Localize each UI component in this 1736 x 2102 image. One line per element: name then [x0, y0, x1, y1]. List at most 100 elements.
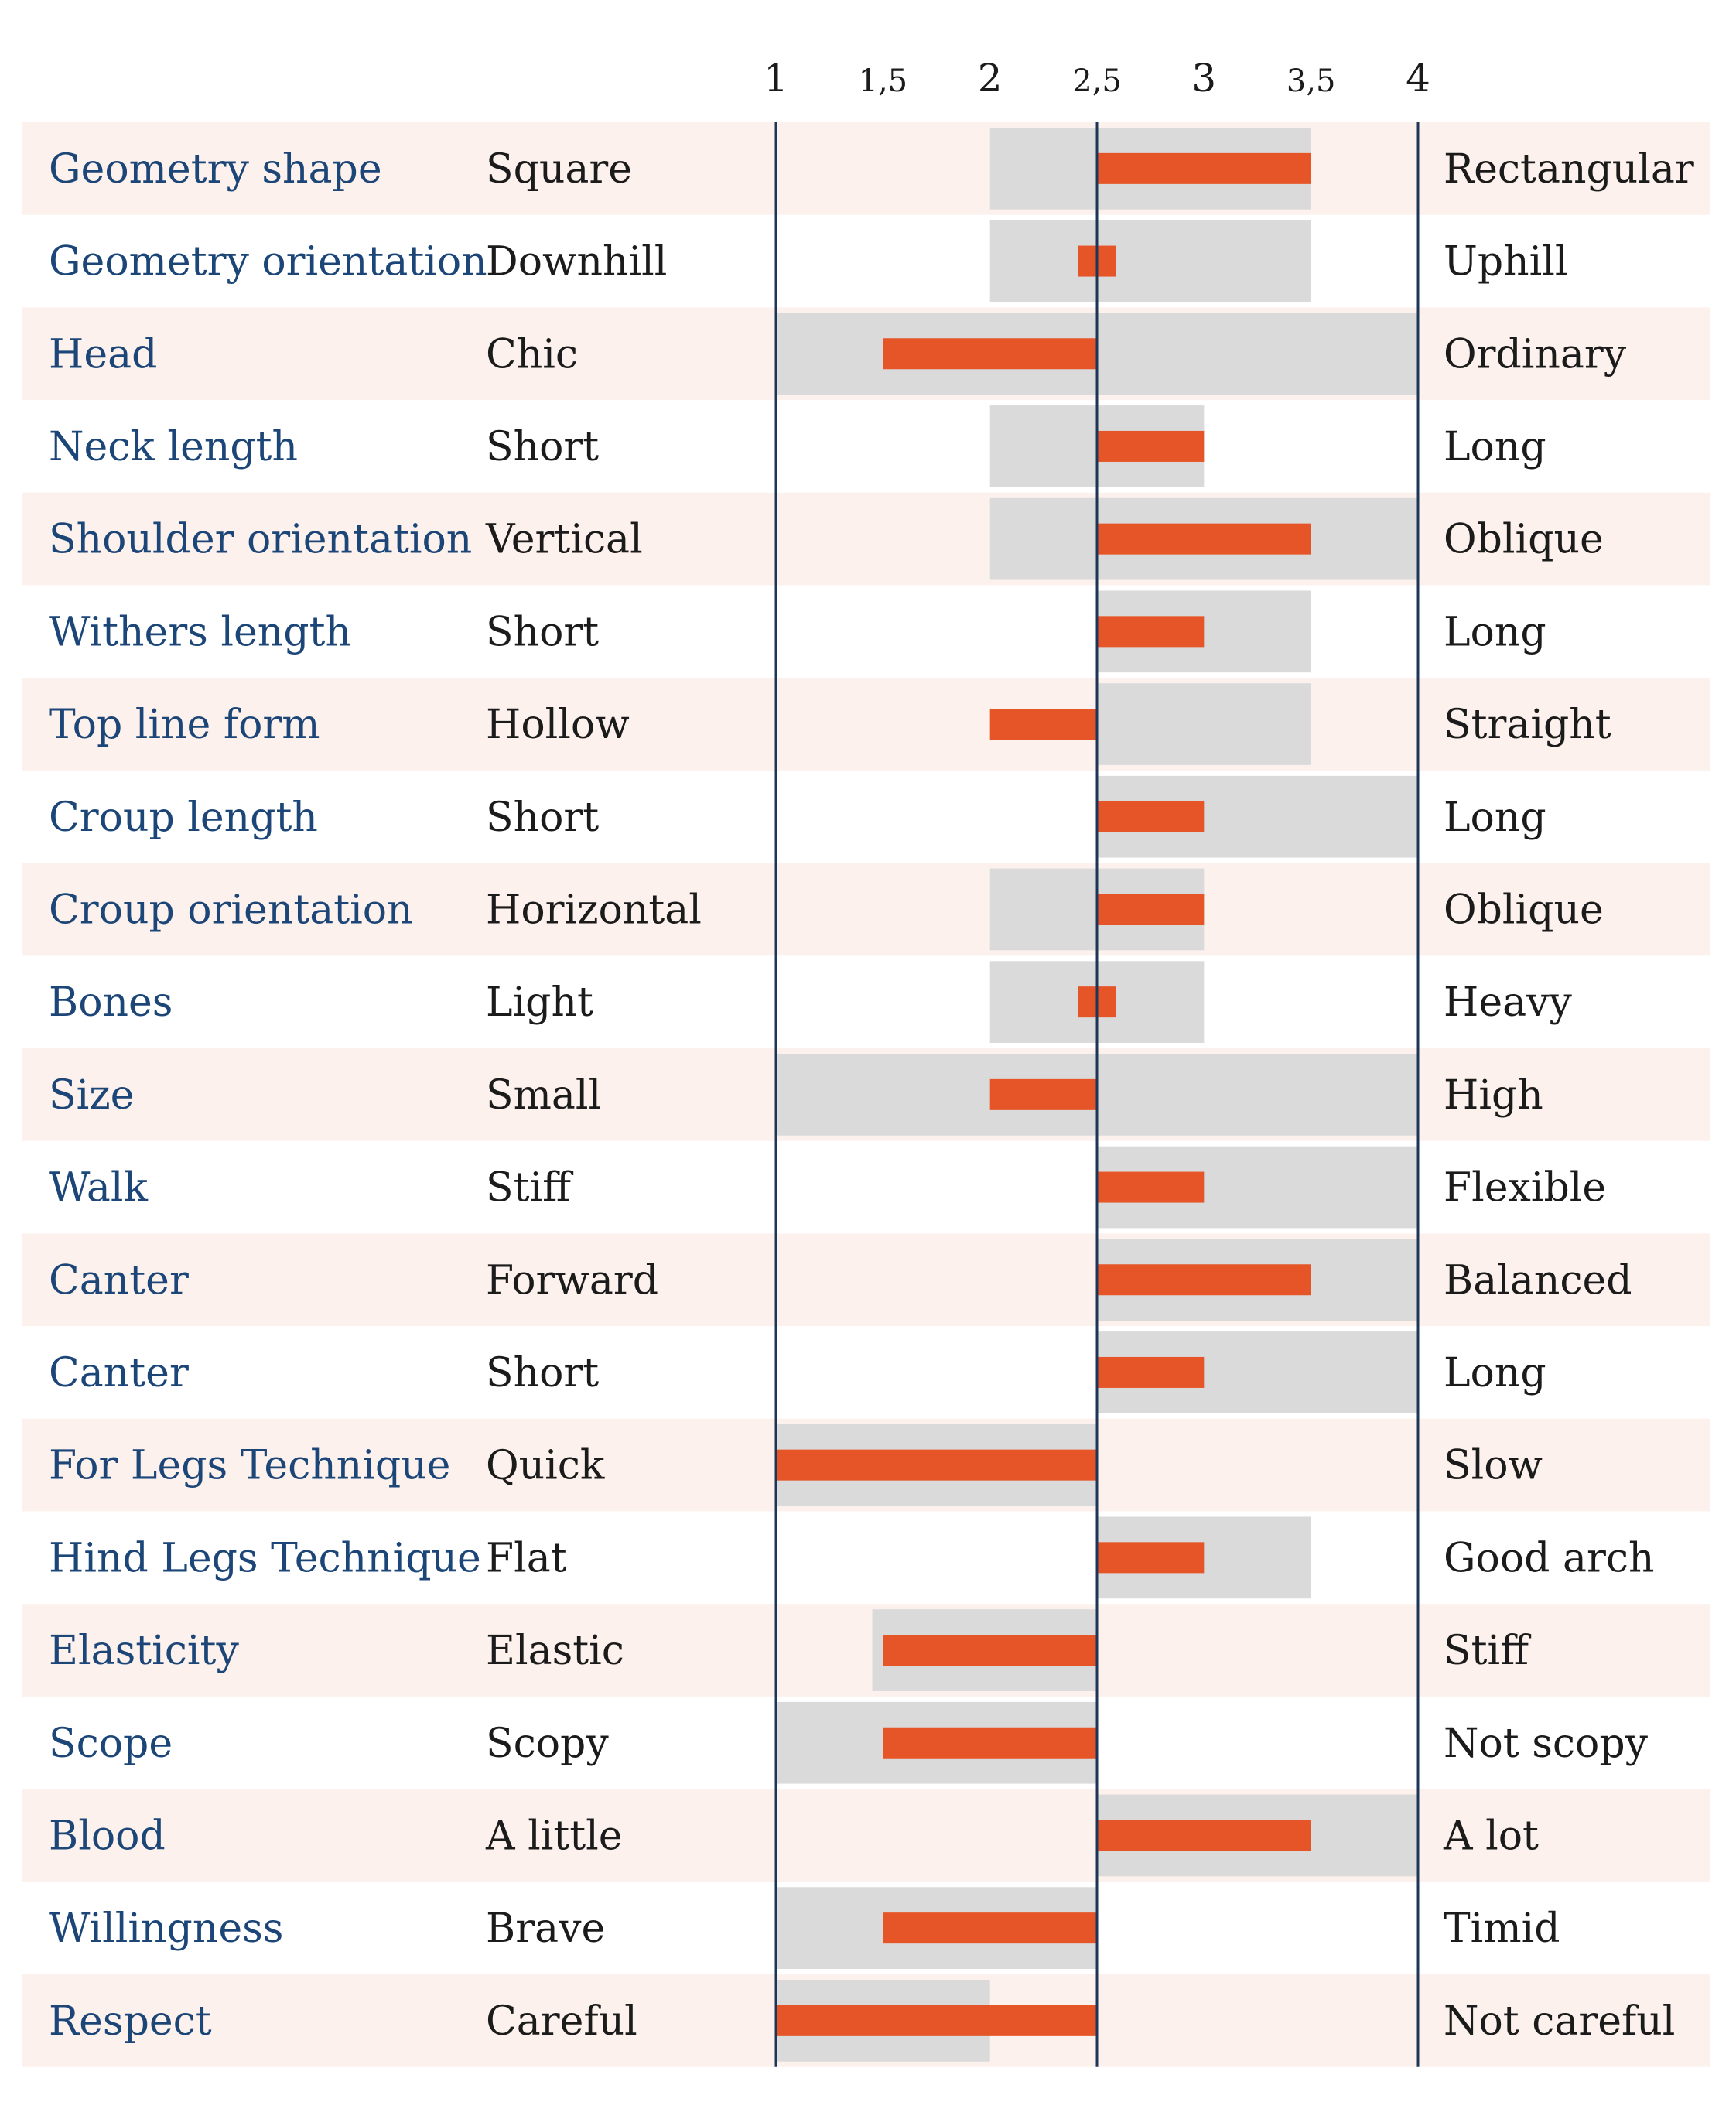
- trait-label: Croup orientation: [49, 887, 413, 933]
- high-pole-label: Straight: [1444, 702, 1611, 748]
- x-tick-label: 4: [1406, 56, 1430, 101]
- value-bar: [1097, 1171, 1205, 1203]
- row-band: [22, 678, 1710, 771]
- low-pole-label: Hollow: [486, 702, 630, 748]
- row-band: [22, 863, 1710, 956]
- high-pole-label: Long: [1444, 795, 1546, 841]
- high-pole-label: Not scopy: [1444, 1721, 1649, 1767]
- high-pole-label: Timid: [1444, 1905, 1560, 1952]
- high-pole-label: Long: [1444, 1350, 1546, 1396]
- low-pole-label: Elastic: [486, 1628, 624, 1674]
- x-tick-label: 1,5: [859, 63, 908, 99]
- value-bar: [883, 1912, 1097, 1944]
- trait-label: Withers length: [49, 609, 351, 655]
- trait-label: Elasticity: [49, 1628, 239, 1674]
- low-pole-label: Square: [486, 146, 632, 193]
- row-band: [22, 1789, 1710, 1882]
- trait-label: Shoulder orientation: [49, 517, 472, 563]
- high-pole-label: Good arch: [1444, 1535, 1654, 1581]
- high-pole-label: Balanced: [1444, 1257, 1632, 1304]
- low-pole-label: Small: [486, 1072, 601, 1119]
- trait-label: Hind Legs Technique: [49, 1535, 481, 1581]
- value-bar: [989, 1078, 1097, 1110]
- low-pole-label: Scopy: [486, 1721, 609, 1767]
- x-tick-label: 3,5: [1287, 63, 1336, 99]
- value-bar: [1097, 801, 1205, 832]
- high-pole-label: Oblique: [1444, 517, 1604, 563]
- value-bar: [1097, 152, 1311, 184]
- low-pole-label: Short: [486, 609, 599, 655]
- trait-label: Geometry orientation: [49, 239, 487, 285]
- high-pole-label: High: [1444, 1072, 1543, 1119]
- high-pole-label: Flexible: [1444, 1165, 1606, 1212]
- low-pole-label: Quick: [486, 1443, 605, 1489]
- value-bar: [1097, 1264, 1311, 1296]
- value-bar: [883, 1727, 1097, 1759]
- trait-label: Neck length: [49, 424, 298, 470]
- value-bar: [1097, 1820, 1311, 1851]
- low-pole-label: Downhill: [486, 239, 667, 285]
- trait-label: Canter: [49, 1257, 189, 1304]
- high-pole-label: Not careful: [1444, 1998, 1675, 2045]
- row-band: [22, 122, 1710, 215]
- trait-label: Respect: [49, 1998, 212, 2045]
- trait-label: Walk: [49, 1165, 149, 1212]
- trait-label: Bones: [49, 979, 173, 1026]
- axis-lines: [774, 122, 1420, 2067]
- high-pole-label: Long: [1444, 424, 1546, 470]
- trait-label: Head: [49, 331, 157, 378]
- low-pole-label: Careful: [486, 1998, 637, 2045]
- low-pole-label: A little: [485, 1813, 623, 1859]
- value-bar: [989, 709, 1097, 740]
- row-band: [22, 1604, 1710, 1697]
- value-bars: [776, 152, 1311, 2036]
- x-tick-label: 1: [764, 56, 788, 101]
- low-pole-label: Brave: [486, 1905, 605, 1952]
- range-bar: [1097, 683, 1311, 765]
- trait-label: Size: [49, 1072, 134, 1119]
- row-band: [22, 492, 1710, 586]
- value-bar: [883, 338, 1097, 370]
- trait-label: Willingness: [49, 1905, 283, 1952]
- x-tick-label: 2,5: [1072, 63, 1122, 99]
- low-pole-label: Stiff: [486, 1165, 574, 1212]
- value-bar: [1097, 1542, 1205, 1574]
- value-bar: [1097, 1356, 1205, 1388]
- high-pole-label: Slow: [1444, 1443, 1543, 1489]
- trait-label: Blood: [49, 1813, 166, 1859]
- low-pole-label: Horizontal: [486, 887, 702, 933]
- high-pole-label: Uphill: [1444, 239, 1568, 285]
- low-pole-label: Short: [486, 795, 599, 841]
- trait-label: Top line form: [49, 702, 320, 748]
- x-tick-labels: 1 1,5 2 2,5 3 3,5 4: [764, 56, 1430, 101]
- high-pole-label: Stiff: [1444, 1628, 1532, 1674]
- low-pole-label: Short: [486, 424, 599, 470]
- value-bar: [1097, 430, 1205, 462]
- high-pole-label: Heavy: [1444, 979, 1573, 1026]
- low-pole-label: Vertical: [485, 517, 643, 563]
- low-pole-label: Chic: [486, 331, 578, 378]
- trait-label: Scope: [49, 1721, 173, 1767]
- low-pole-label: Forward: [486, 1257, 658, 1304]
- low-pole-label: Short: [486, 1350, 599, 1396]
- value-bar: [776, 1449, 1097, 1481]
- row-band: [22, 1233, 1710, 1327]
- high-pole-label: Rectangular: [1444, 146, 1694, 193]
- x-tick-label: 2: [978, 56, 1003, 101]
- value-bar: [883, 1635, 1097, 1666]
- trait-label: Croup length: [49, 795, 318, 841]
- trait-label: Geometry shape: [49, 146, 382, 193]
- low-pole-label: Light: [486, 979, 593, 1026]
- trait-label: Canter: [49, 1350, 189, 1396]
- high-pole-label: Oblique: [1444, 887, 1604, 933]
- high-pole-label: A lot: [1443, 1813, 1539, 1859]
- trait-label: For Legs Technique: [49, 1443, 450, 1489]
- high-pole-label: Ordinary: [1444, 331, 1627, 378]
- row-labels: Geometry shape Square Rectangular Geometry …: [49, 146, 1694, 2045]
- x-tick-label: 3: [1191, 56, 1216, 101]
- value-bar: [1097, 894, 1205, 925]
- low-pole-label: Flat: [486, 1535, 567, 1581]
- range-bar: [989, 220, 1311, 302]
- value-bar: [1097, 616, 1205, 648]
